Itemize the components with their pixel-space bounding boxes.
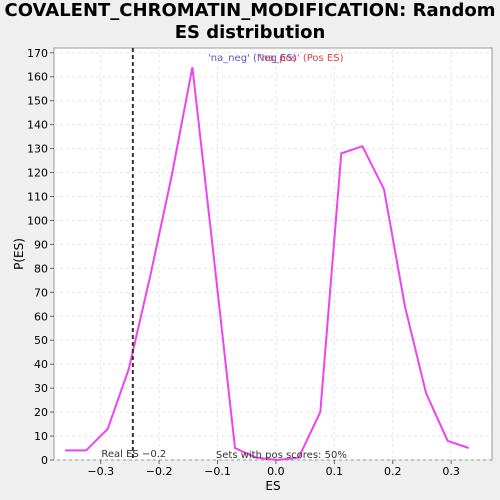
y-tick-label: 170: [27, 47, 48, 60]
y-tick-label: 80: [34, 262, 48, 275]
y-tick-label: 100: [27, 214, 48, 227]
y-tick-label: 130: [27, 143, 48, 156]
x-axis: −0.3 −0.2 −0.1 0.0 0.1 0.2 0.3: [87, 460, 460, 478]
y-tick-label: 70: [34, 286, 48, 299]
legend-entry-neg: 'na_neg' (Neg ES): [208, 53, 297, 64]
y-tick-label: 140: [27, 119, 48, 132]
x-tick-label: −0.2: [146, 465, 173, 478]
pos-scores-annotation: Sets with pos scores: 50%: [216, 450, 347, 461]
y-tick-label: 0: [41, 454, 48, 467]
chart-title: COVALENT_CHROMATIN_MODIFICATION: Random …: [4, 0, 496, 43]
x-tick-label: 0.2: [384, 465, 402, 478]
y-tick-label: 60: [34, 310, 48, 323]
x-tick-label: −0.3: [87, 465, 114, 478]
y-tick-label: 20: [34, 406, 48, 419]
y-tick-label: 50: [34, 334, 48, 347]
y-axis: 0 10 20 30 40 50 60 70 80 90 100 110 120 130 140 150 160…: [27, 47, 54, 467]
plot-area: [53, 47, 493, 461]
x-tick-label: −0.1: [204, 465, 231, 478]
y-tick-label: 120: [27, 167, 48, 180]
y-axis-label: P(ES): [12, 238, 26, 270]
legend-entry-pos: 'na_pos' (Pos ES): [259, 53, 344, 64]
x-tick-label: 0.3: [442, 465, 460, 478]
y-tick-label: 90: [34, 238, 48, 251]
grid: [54, 48, 492, 461]
y-tick-label: 160: [27, 71, 48, 84]
y-tick-label: 150: [27, 95, 48, 108]
y-tick-label: 110: [27, 191, 48, 204]
y-tick-label: 40: [34, 358, 48, 371]
y-tick-label: 30: [34, 382, 48, 395]
y-tick-label: 10: [34, 430, 48, 443]
real-es-label: Real ES −0.2: [101, 449, 166, 460]
x-tick-label: 0.0: [267, 465, 285, 478]
x-axis-label: ES: [265, 479, 280, 493]
series-line: [65, 67, 469, 462]
x-tick-label: 0.1: [326, 465, 344, 478]
